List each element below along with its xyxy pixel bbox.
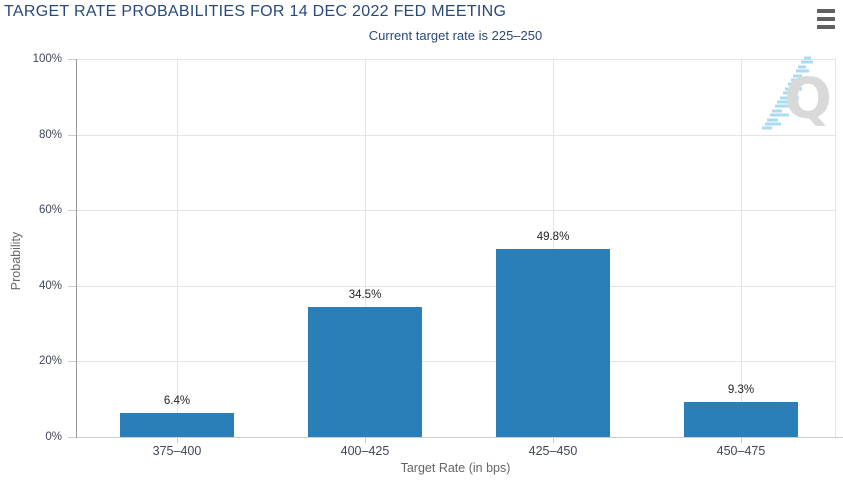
hamburger-menu-icon <box>817 7 841 29</box>
y-tick-label: 60% <box>38 204 62 216</box>
y-gridline <box>77 135 835 136</box>
x-gridline <box>741 59 742 437</box>
chart-title: TARGET RATE PROBABILITIES FOR 14 DEC 202… <box>4 3 507 20</box>
y-tick-label: 100% <box>32 53 62 65</box>
y-tick-mark <box>68 361 76 362</box>
x-gridline <box>365 59 366 437</box>
bar-400-425[interactable] <box>308 307 422 437</box>
y-axis-line <box>76 59 77 438</box>
menu-bar <box>817 17 835 21</box>
x-gridline <box>177 59 178 437</box>
y-tick-label: 80% <box>38 129 62 141</box>
x-category-label: 425–450 <box>528 444 578 458</box>
x-gridline <box>835 59 836 437</box>
y-gridline <box>77 59 835 60</box>
bar-value-label: 6.4% <box>163 395 191 407</box>
x-tick-mark <box>741 437 742 443</box>
x-tick-mark <box>177 437 178 443</box>
x-category-label: 450–475 <box>716 444 766 458</box>
bar-value-label: 34.5% <box>348 289 382 301</box>
x-category-label: 375–400 <box>152 444 202 458</box>
y-tick-label: 0% <box>45 431 62 443</box>
chart-context-menu-button[interactable] <box>815 5 843 33</box>
bar-450-475[interactable] <box>684 402 798 437</box>
y-tick-mark <box>68 210 76 211</box>
y-axis-title: Probability <box>9 231 23 291</box>
y-gridline <box>77 361 835 362</box>
watermark-q-logo: Q <box>762 56 832 132</box>
bar-value-label: 49.8% <box>536 231 570 243</box>
x-axis-title: Target Rate (in bps) <box>400 461 511 475</box>
menu-bar <box>817 25 835 29</box>
y-gridline <box>77 210 835 211</box>
bar-value-label: 9.3% <box>727 384 755 396</box>
x-category-label: 400–425 <box>340 444 390 458</box>
y-tick-label: 40% <box>38 280 62 292</box>
watermark-stripes-icon <box>762 56 813 130</box>
chart-subtitle: Current target rate is 225–250 <box>368 28 543 43</box>
bar-375-400[interactable] <box>120 413 234 437</box>
y-tick-mark <box>68 135 76 136</box>
x-axis-line <box>68 437 843 438</box>
x-tick-mark <box>365 437 366 443</box>
watermark-letter: Q <box>784 67 832 132</box>
y-gridline <box>77 286 835 287</box>
y-tick-mark <box>68 286 76 287</box>
x-gridline <box>553 59 554 437</box>
bar-425-450[interactable] <box>496 249 610 437</box>
x-tick-mark <box>553 437 554 443</box>
y-tick-mark <box>68 59 76 60</box>
menu-bar <box>817 9 835 13</box>
y-tick-label: 20% <box>38 355 62 367</box>
